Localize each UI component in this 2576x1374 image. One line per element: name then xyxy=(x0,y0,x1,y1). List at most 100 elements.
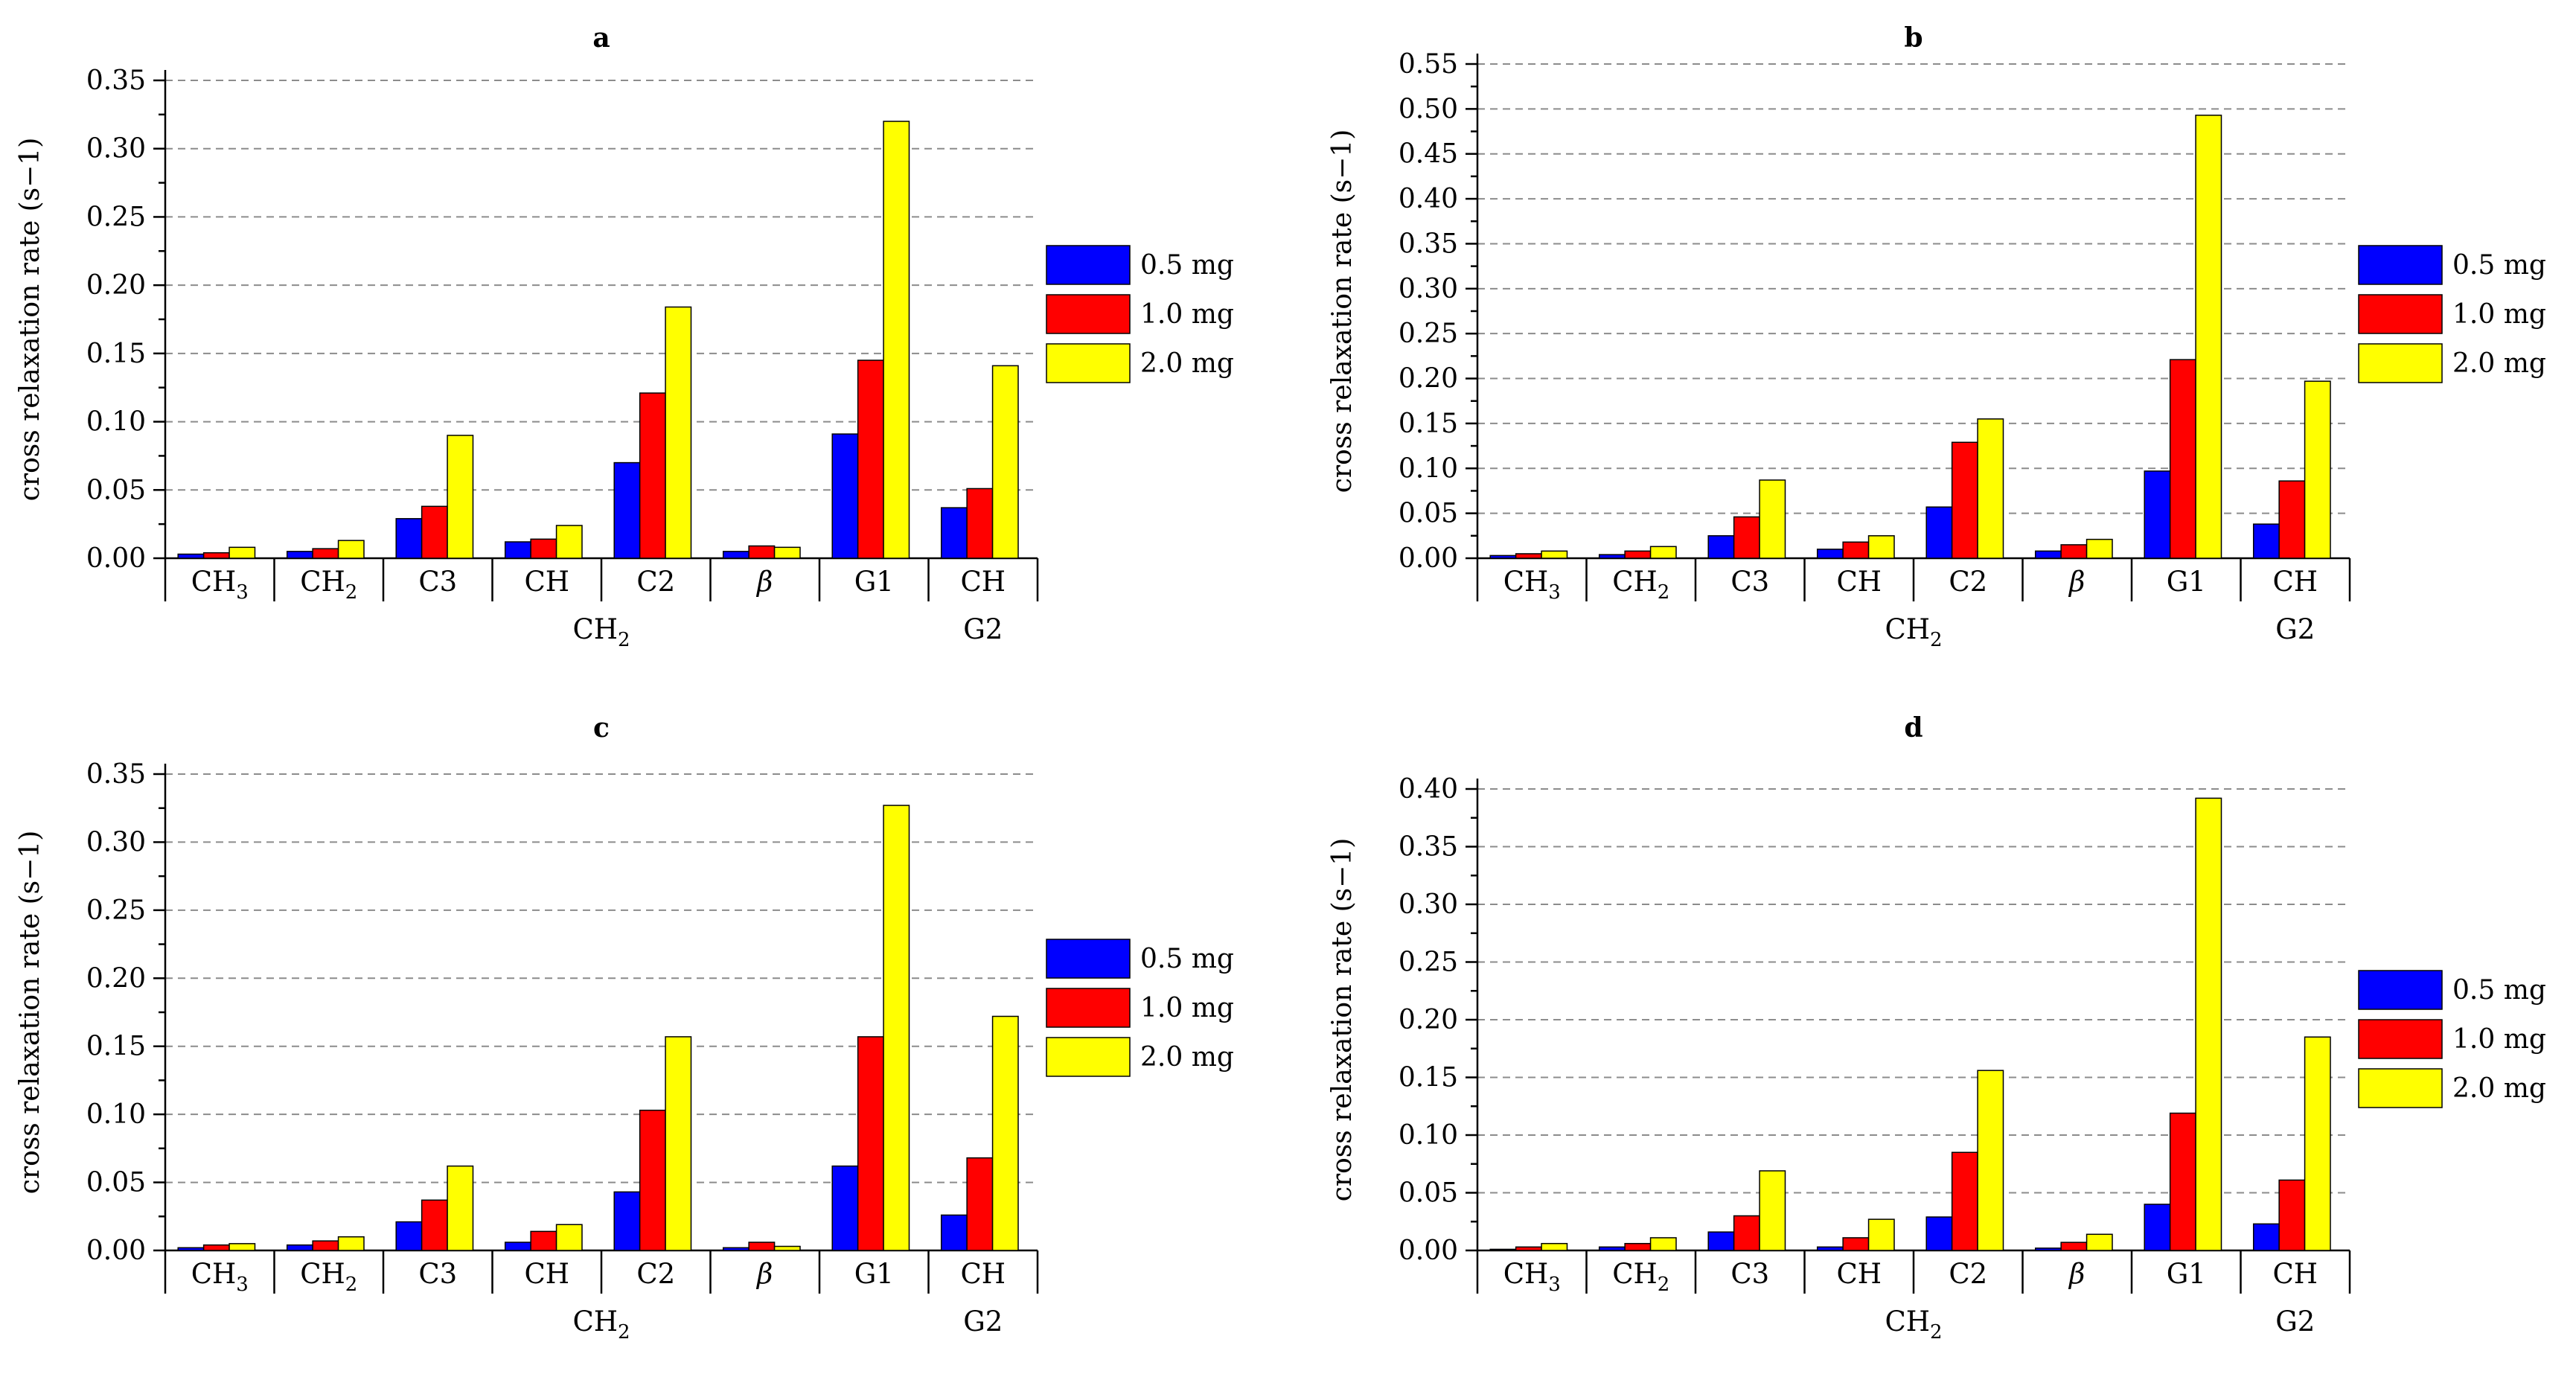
y-tick-label: 0.10 xyxy=(1399,1120,1458,1151)
legend-label: 1.0 mg xyxy=(2452,299,2546,330)
y-tick-label: 0.05 xyxy=(86,1168,146,1198)
category-label: CH xyxy=(524,566,569,598)
bar xyxy=(1867,1218,1895,1251)
bar xyxy=(286,1244,313,1251)
y-tick-label: 0.00 xyxy=(86,543,146,574)
y-tick-label: 0.15 xyxy=(86,339,146,369)
y-tick-label: 0.00 xyxy=(1399,1236,1458,1266)
bar xyxy=(312,1240,339,1251)
legend-label: 1.0 mg xyxy=(1140,993,1234,1023)
bar xyxy=(228,1243,256,1251)
y-axis-label: cross relaxation rate (s−1) xyxy=(15,138,45,502)
category-label: G1 xyxy=(854,1258,894,1290)
y-tick-label: 0.15 xyxy=(1399,1063,1458,1093)
group-label: CH2 xyxy=(1885,1306,1942,1343)
y-axis-label: cross relaxation rate (s−1) xyxy=(1327,130,1358,493)
bar xyxy=(1541,550,1568,559)
bar xyxy=(613,461,641,559)
chart-panel-c: c 0.00 0.05 0.10 0.15 0.20 0.25 0.30 0.35 cross r… xyxy=(15,712,1234,1343)
legend-label: 0.5 mg xyxy=(2452,250,2546,281)
bar xyxy=(748,545,776,559)
legend-label: 2.0 mg xyxy=(1140,348,1234,379)
category-label: CH2 xyxy=(300,1258,357,1296)
category-label: CH xyxy=(2272,1258,2318,1290)
chart-panel-d: d 0.00 0.05 0.10 0.15 0.20 0.25 0.30 0.35 0.40 cro… xyxy=(1327,712,2546,1343)
category-label: CH3 xyxy=(1503,566,1561,604)
bar xyxy=(2060,1242,2088,1251)
bar xyxy=(1624,1242,1652,1251)
bar xyxy=(202,1244,230,1251)
group-label: G2 xyxy=(2275,1306,2315,1338)
bar xyxy=(2034,550,2062,559)
bar xyxy=(202,552,230,559)
category-label: CH2 xyxy=(1612,566,1669,604)
legend-swatch xyxy=(2358,1019,2443,1059)
category-label: C3 xyxy=(1730,566,1769,598)
bar xyxy=(665,306,692,559)
y-tick-label: 0.30 xyxy=(1399,889,1458,920)
category-label: CH3 xyxy=(191,566,249,604)
y-tick-label: 0.45 xyxy=(1399,139,1458,170)
category-label: C2 xyxy=(1949,566,1987,598)
bar xyxy=(177,1247,205,1251)
bar xyxy=(748,1242,776,1251)
bar xyxy=(991,365,1019,559)
group-label: G2 xyxy=(963,1306,1003,1338)
bar xyxy=(883,805,910,1251)
bar xyxy=(1598,1246,1626,1251)
bar xyxy=(1842,1237,1870,1251)
bar xyxy=(1489,555,1517,559)
bar xyxy=(1707,1231,1735,1251)
y-tick-label: 0.10 xyxy=(86,407,146,438)
bar xyxy=(555,525,583,559)
bar xyxy=(857,360,884,559)
bar xyxy=(1515,1246,1542,1251)
y-tick-label: 0.35 xyxy=(86,65,146,96)
bar xyxy=(773,1245,801,1251)
bar xyxy=(1867,535,1895,559)
category-label: G1 xyxy=(2167,566,2206,598)
y-tick-label: 0.20 xyxy=(86,963,146,994)
bar xyxy=(1759,1170,1786,1251)
y-tick-label: 0.20 xyxy=(86,270,146,301)
category-label: CH xyxy=(524,1258,569,1290)
y-tick-label: 0.35 xyxy=(86,759,146,790)
legend-swatch xyxy=(2358,294,2443,334)
bar xyxy=(2086,538,2113,559)
legend-label: 0.5 mg xyxy=(2452,975,2546,1006)
bar xyxy=(1951,441,1978,559)
category-label: CH xyxy=(960,566,1006,598)
bar xyxy=(1598,554,1626,559)
legend-swatch xyxy=(1046,939,1131,979)
bar xyxy=(773,546,801,559)
y-tick-label: 0.00 xyxy=(1399,543,1458,574)
bar xyxy=(1842,541,1870,559)
legend-swatch xyxy=(2358,245,2443,285)
legend-swatch xyxy=(2358,343,2443,383)
bar xyxy=(1649,1237,1677,1251)
bar xyxy=(639,392,666,559)
bar xyxy=(966,488,994,559)
bar xyxy=(966,1157,994,1251)
y-tick-label: 0.15 xyxy=(1399,409,1458,439)
category-label: CH xyxy=(1836,1258,1882,1290)
legend-swatch xyxy=(1046,1037,1131,1077)
bar xyxy=(2252,1223,2280,1251)
panel-letter: b xyxy=(1904,22,1923,54)
bar xyxy=(177,553,205,559)
bar xyxy=(831,1165,859,1251)
bar xyxy=(1816,1246,1844,1251)
panel-letter: c xyxy=(593,712,610,744)
panel-letter: a xyxy=(592,22,610,54)
category-label: C2 xyxy=(636,566,675,598)
bar xyxy=(2304,1036,2331,1251)
category-label: CH2 xyxy=(300,566,357,604)
bar xyxy=(395,1221,423,1251)
y-tick-label: 0.30 xyxy=(86,134,146,164)
bar xyxy=(940,1214,968,1251)
bar xyxy=(1733,516,1760,559)
bar xyxy=(286,551,313,559)
group-label: CH2 xyxy=(1885,613,1942,651)
bar xyxy=(2195,797,2222,1251)
y-tick-label: 0.00 xyxy=(86,1236,146,1266)
